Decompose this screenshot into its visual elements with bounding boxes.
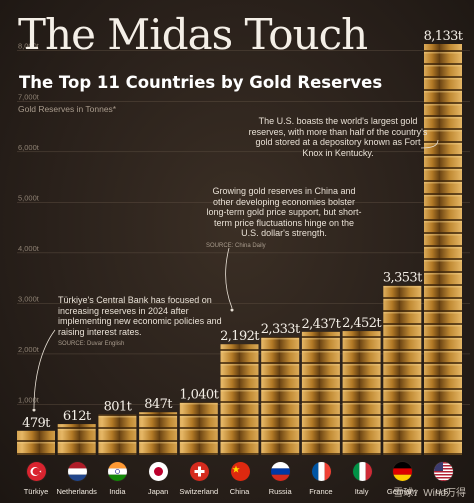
country-label: Netherlands <box>56 487 97 496</box>
value-label: 3,353t <box>383 271 423 286</box>
y-tick-label: 6,000t <box>18 143 40 152</box>
bar-france <box>301 331 340 455</box>
bar-trkiye <box>17 430 55 455</box>
value-label: 8,133t <box>424 29 464 44</box>
value-label: 2,192t <box>220 329 260 344</box>
y-tick-label: 4,000t <box>18 244 40 253</box>
turkiye-annotation-source: SOURCE: Duvar English <box>58 341 125 348</box>
country-label: France <box>309 487 333 496</box>
bar-switzerland <box>179 402 218 455</box>
bar-russia <box>261 337 300 455</box>
y-tick-label: 3,000t <box>18 294 40 303</box>
us-annotation: The U.S. boasts the world's largest gold… <box>245 116 431 158</box>
bar-italy <box>342 331 381 455</box>
country-label: Switzerland <box>179 487 219 496</box>
country-label: U.S. <box>435 487 451 496</box>
page-title: The Midas Touch <box>18 10 368 59</box>
country-label: China <box>229 487 250 496</box>
china-annotation-leader <box>225 247 233 309</box>
flag-italy-icon <box>351 461 373 482</box>
flag-japan-icon <box>148 461 170 482</box>
turkiye-annotation: Türkiye's Central Bank has focused on in… <box>58 295 236 350</box>
flag-china-icon <box>229 461 251 482</box>
value-label: 612t <box>63 409 92 424</box>
turkiye-annotation-leader <box>33 329 56 409</box>
country-label: Russia <box>268 487 292 496</box>
country-label: India <box>109 487 126 496</box>
value-label: 479t <box>22 416 51 431</box>
bar-china <box>220 344 259 455</box>
us-annotation-text: The U.S. boasts the world's largest gold… <box>248 116 428 158</box>
flag-france-icon <box>310 461 332 482</box>
y-tick-label: 2,000t <box>18 345 40 354</box>
flag-germany-icon <box>392 461 414 482</box>
value-label: 2,452t <box>342 316 382 331</box>
flag-us-icon <box>433 461 454 482</box>
country-label: Germany <box>386 487 418 496</box>
y-tick-label: 8,000t <box>18 42 40 51</box>
y-tick-label: 7,000t <box>18 92 40 101</box>
flag-switzerland-icon <box>188 461 210 482</box>
flag-turkiye-icon <box>26 461 47 482</box>
us-annotation-leader <box>420 139 439 149</box>
value-label: 847t <box>144 397 173 412</box>
china-annotation: Growing gold reserves in China and other… <box>206 186 362 252</box>
bar-germany <box>383 285 422 455</box>
country-label: Türkiye <box>23 487 49 496</box>
china-annotation-text: Growing gold reserves in China and other… <box>206 186 362 239</box>
y-tick-label: 1,000t <box>18 395 40 404</box>
y-axis-label: Gold Reserves in Tonnes* <box>18 104 117 114</box>
value-label: 801t <box>104 400 133 415</box>
value-label: 2,333t <box>261 322 301 337</box>
value-label: 1,040t <box>179 387 219 402</box>
country-label: Japan <box>147 487 169 496</box>
bar-us <box>424 44 462 455</box>
page-subtitle: The Top 11 Countries by Gold Reserves <box>19 73 383 92</box>
china-annotation-source: SOURCE: China Daily <box>206 242 266 249</box>
turkiye-annotation-leader-dot <box>32 408 36 412</box>
flag-russia-icon <box>270 461 292 482</box>
country-label: Italy <box>354 487 369 496</box>
china-annotation-leader-dot <box>230 308 234 312</box>
flag-netherlands-icon <box>66 461 88 482</box>
bar-india <box>98 414 137 455</box>
value-label: 2,437t <box>301 317 341 332</box>
watermark: 雪球：Wind万得 <box>393 488 466 499</box>
y-tick-label: 5,000t <box>18 193 40 202</box>
turkiye-annotation-text: Türkiye's Central Bank has focused on in… <box>58 295 222 337</box>
bar-netherlands <box>57 424 96 455</box>
flag-india-icon <box>107 461 129 482</box>
bar-japan <box>139 412 178 455</box>
